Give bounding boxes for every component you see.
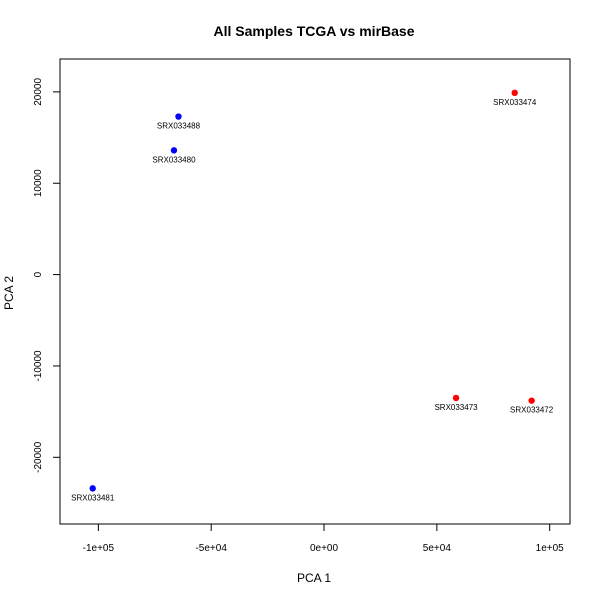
- point-label: SRX033473: [434, 403, 478, 412]
- point-label: SRX033474: [493, 98, 537, 107]
- data-point: [511, 89, 518, 97]
- y-tick-label: -10000: [33, 350, 44, 382]
- chart-title: All Samples TCGA vs mirBase: [213, 23, 414, 39]
- y-tick-label: 10000: [33, 169, 44, 197]
- data-point: [170, 147, 178, 154]
- data-point: [89, 485, 96, 492]
- point-label: SRX033481: [71, 493, 115, 502]
- y-tick-label: -20000: [33, 441, 44, 473]
- data-point: [452, 394, 460, 402]
- data-point: [175, 113, 182, 120]
- y-axis: -20000 -10000 0 10000 20000: [33, 78, 61, 473]
- x-tick-label: -1e+05: [83, 543, 115, 554]
- y-tick-label: 20000: [33, 78, 44, 106]
- x-axis: -1e+05 -5e+04 0e+00 5e+04 1e+05: [83, 523, 565, 554]
- point-label: SRX033472: [510, 406, 554, 415]
- data-points: SRX033488 SRX033480 SRX033481 SRX033474 SRX0…: [71, 89, 554, 502]
- point-label: SRX033480: [152, 155, 196, 164]
- x-tick-label: 5e+04: [423, 543, 452, 554]
- plot-area-frame: [59, 58, 571, 525]
- x-tick-label: 0e+00: [310, 543, 339, 554]
- y-tick-label: 0: [33, 271, 44, 277]
- x-axis-label: PCA 1: [297, 571, 331, 585]
- x-tick-label: -5e+04: [195, 543, 227, 554]
- y-axis-label: PCA 2: [2, 276, 16, 310]
- data-point: [528, 397, 535, 404]
- x-tick-label: 1e+05: [536, 543, 565, 554]
- point-label: SRX033488: [157, 122, 201, 131]
